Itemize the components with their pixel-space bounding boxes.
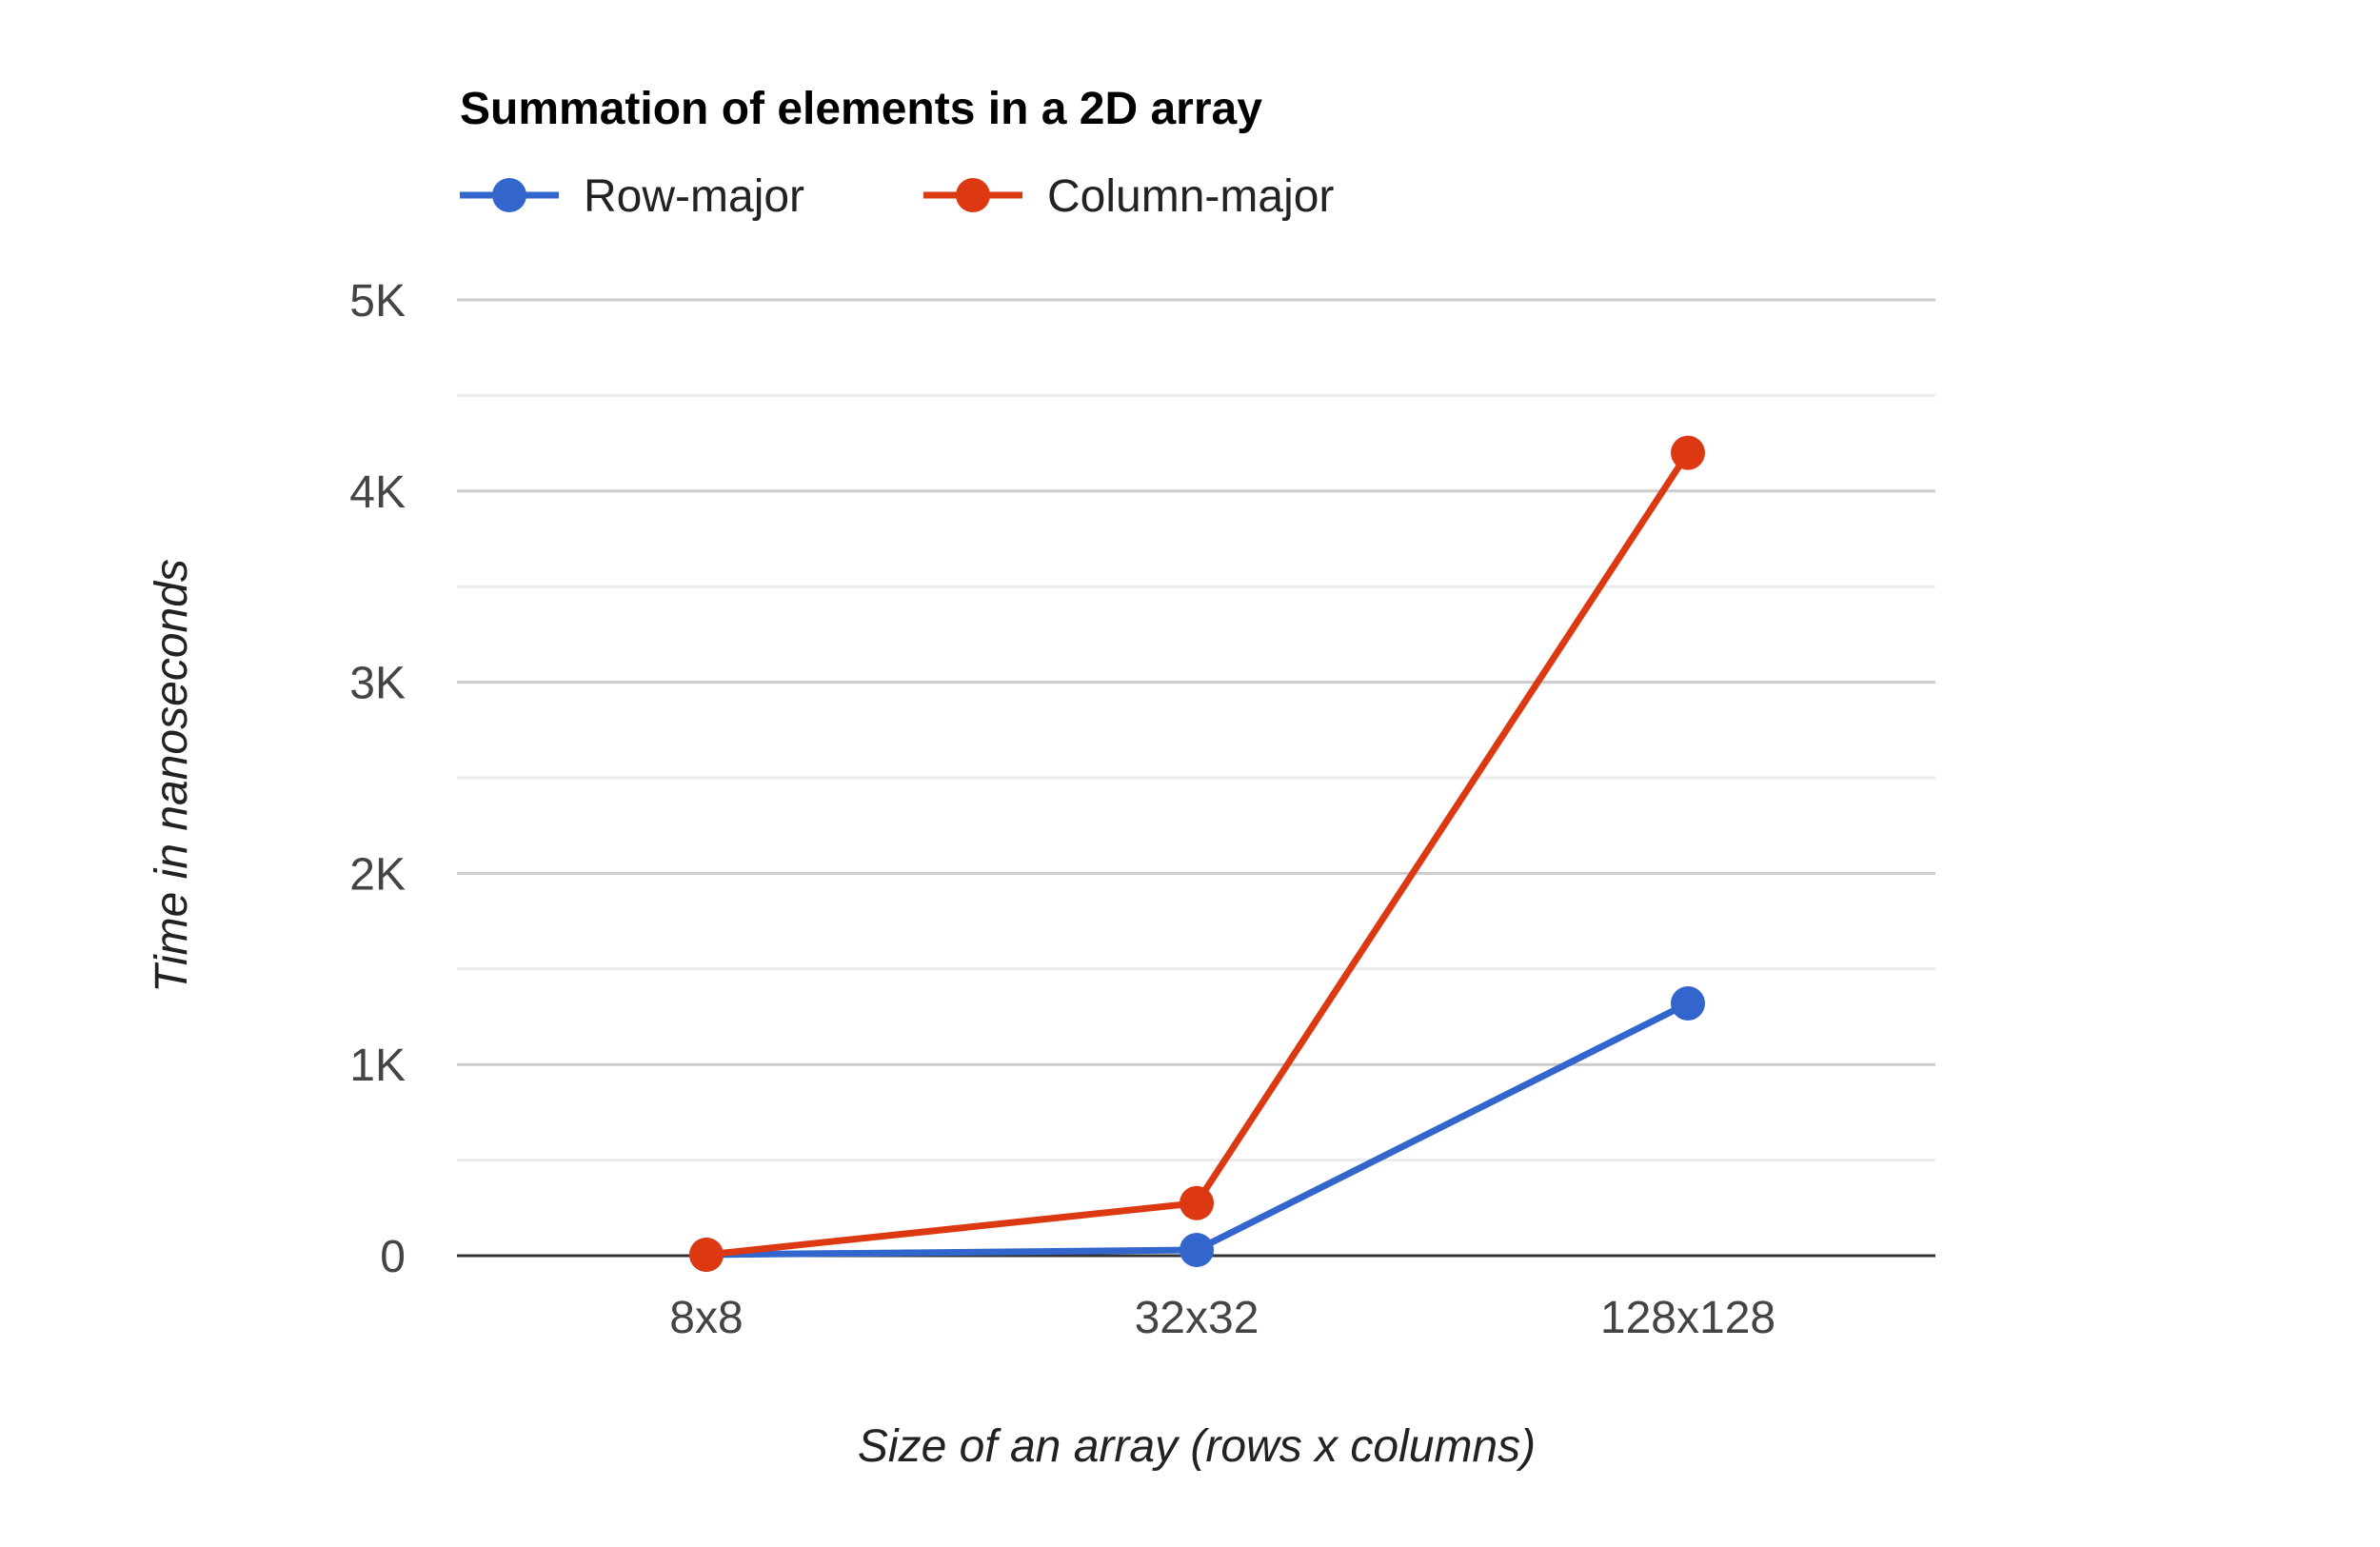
- legend-label: Row-major: [584, 171, 804, 222]
- legend: Row-major Column-major: [460, 171, 1334, 222]
- y-tick-label: 4K: [349, 467, 406, 518]
- data-point-row-major: [1180, 1232, 1214, 1267]
- x-axis-ticks: 8x8 32x32 128x128: [669, 1293, 1775, 1343]
- y-tick-label: 5K: [349, 276, 406, 327]
- legend-item-row-major: Row-major: [460, 171, 804, 222]
- series-points: [689, 435, 1705, 1272]
- x-tick-label: 32x32: [1135, 1293, 1259, 1343]
- x-tick-label: 128x128: [1600, 1293, 1775, 1343]
- data-point-column-major: [1180, 1185, 1214, 1220]
- series-line-column-major: [703, 449, 1692, 1259]
- y-tick-label: 0: [380, 1232, 406, 1282]
- y-axis-ticks: 0 1K 2K 3K 4K 5K: [349, 276, 406, 1282]
- data-point-row-major: [1671, 985, 1705, 1021]
- gridlines: [457, 298, 1935, 1162]
- y-tick-label: 3K: [349, 659, 406, 709]
- data-point-column-major: [1671, 435, 1705, 470]
- legend-item-column-major: Column-major: [923, 171, 1334, 222]
- legend-swatch-marker: [956, 178, 990, 212]
- y-tick-label: 1K: [349, 1041, 406, 1091]
- data-point-column-major: [689, 1237, 724, 1272]
- series-lines: [703, 449, 1692, 1259]
- y-tick-label: 2K: [349, 849, 406, 900]
- x-tick-label: 8x8: [669, 1293, 743, 1343]
- y-axis-title: Time in nanoseconds: [147, 559, 197, 993]
- legend-swatch-marker: [492, 178, 526, 212]
- legend-label: Column-major: [1047, 171, 1334, 222]
- chart-title: Summation of elements in a 2D array: [460, 84, 1262, 134]
- x-axis-title: Size of an array (rows x columns): [858, 1421, 1536, 1472]
